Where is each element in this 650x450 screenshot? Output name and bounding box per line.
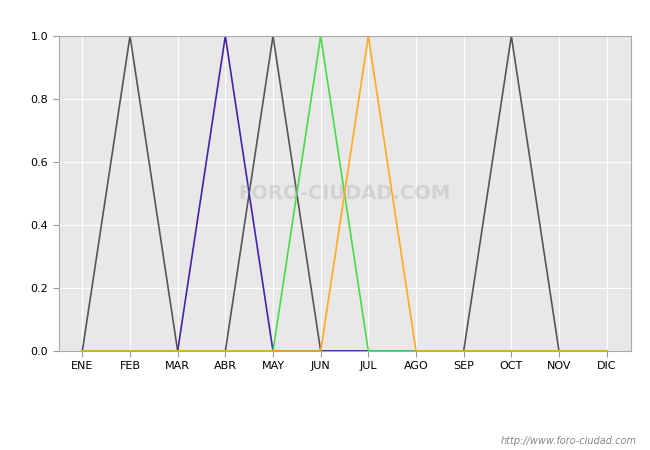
Text: FORO-CIUDAD.COM: FORO-CIUDAD.COM [239, 184, 450, 203]
Text: http://www.foro-ciudad.com: http://www.foro-ciudad.com [501, 436, 637, 446]
Text: Matriculaciones de Vehiculos en Tavertet: Matriculaciones de Vehiculos en Tavertet [155, 8, 495, 26]
